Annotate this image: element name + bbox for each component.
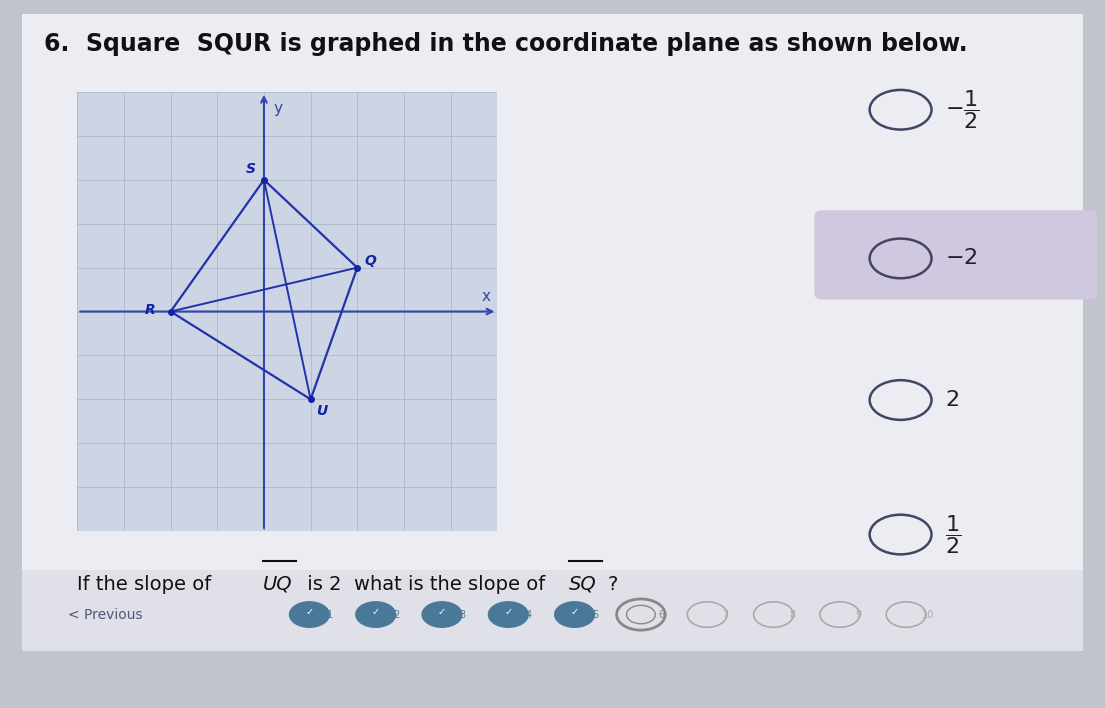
- Text: ✓: ✓: [504, 607, 513, 617]
- Circle shape: [422, 602, 462, 627]
- FancyBboxPatch shape: [814, 210, 1097, 299]
- Text: 2: 2: [393, 610, 400, 620]
- Text: 9: 9: [855, 610, 862, 620]
- Circle shape: [488, 602, 528, 627]
- Text: 5: 5: [592, 610, 599, 620]
- Text: 4: 4: [526, 610, 533, 620]
- FancyBboxPatch shape: [22, 570, 1083, 651]
- Text: 8: 8: [789, 610, 796, 620]
- Text: ✓: ✓: [438, 607, 446, 617]
- Text: y: y: [273, 101, 282, 116]
- Text: x: x: [482, 289, 491, 304]
- Text: 10: 10: [922, 610, 934, 620]
- Text: 6.  Square  SQUR is graphed in the coordinate plane as shown below.: 6. Square SQUR is graphed in the coordin…: [44, 32, 968, 56]
- Text: ✓: ✓: [305, 607, 314, 617]
- Text: Q: Q: [365, 254, 376, 268]
- FancyBboxPatch shape: [22, 14, 1083, 651]
- Text: 7: 7: [723, 610, 729, 620]
- Text: < Previous: < Previous: [67, 607, 143, 622]
- Text: UQ: UQ: [263, 575, 293, 593]
- Text: 1: 1: [327, 610, 334, 620]
- Text: ✓: ✓: [570, 607, 579, 617]
- Text: SQ: SQ: [569, 575, 597, 593]
- Text: If the slope of: If the slope of: [77, 575, 218, 593]
- Text: $-2$: $-2$: [945, 249, 977, 268]
- Circle shape: [356, 602, 396, 627]
- Text: 6: 6: [659, 610, 665, 620]
- Text: is 2  what is the slope of: is 2 what is the slope of: [301, 575, 551, 593]
- Circle shape: [290, 602, 329, 627]
- Text: S: S: [245, 162, 255, 176]
- Circle shape: [555, 602, 594, 627]
- Text: $2$: $2$: [945, 390, 959, 410]
- Text: R: R: [145, 303, 156, 316]
- Text: ✓: ✓: [371, 607, 380, 617]
- Text: 3: 3: [460, 610, 466, 620]
- Text: $\dfrac{1}{2}$: $\dfrac{1}{2}$: [945, 513, 961, 556]
- Text: ?: ?: [608, 575, 618, 593]
- Text: $-\dfrac{1}{2}$: $-\dfrac{1}{2}$: [945, 88, 979, 131]
- Text: U: U: [316, 404, 327, 418]
